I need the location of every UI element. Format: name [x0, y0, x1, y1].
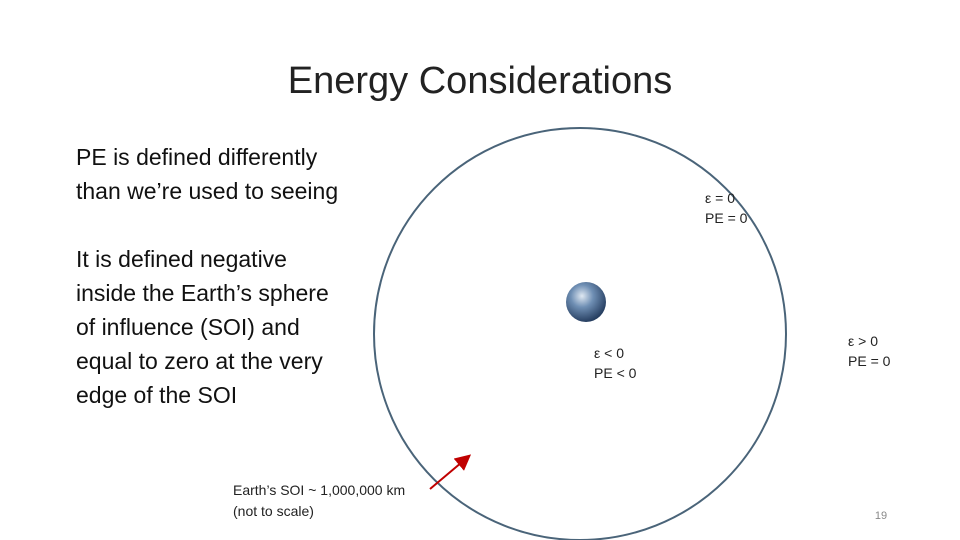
paragraph-line: edge of the SOI — [76, 382, 237, 408]
paragraph-line: equal to zero at the very — [76, 348, 323, 374]
region-energy: ε = 0 — [705, 190, 735, 206]
page-number: 19 — [875, 510, 887, 522]
region-energy: ε > 0 — [848, 333, 878, 349]
region-pe: PE = 0 — [705, 210, 748, 226]
paragraph-line: than we’re used to seeing — [76, 178, 338, 204]
region-pe: PE < 0 — [594, 365, 637, 381]
arrow — [429, 454, 472, 490]
region-energy: ε < 0 — [594, 345, 624, 361]
region-pe: PE = 0 — [848, 353, 891, 369]
paragraph-line: PE is defined differently — [76, 144, 318, 170]
paragraph-line: It is defined negative — [76, 246, 287, 272]
earth — [566, 282, 606, 322]
caption-line: Earth’s SOI ~ 1,000,000 km — [233, 482, 405, 498]
slide-title: Energy Considerations — [288, 60, 672, 102]
soi-circle — [373, 127, 787, 540]
caption-line: (not to scale) — [233, 503, 314, 519]
paragraph-line: inside the Earth’s sphere — [76, 280, 329, 306]
paragraph-line: of influence (SOI) and — [76, 314, 300, 340]
